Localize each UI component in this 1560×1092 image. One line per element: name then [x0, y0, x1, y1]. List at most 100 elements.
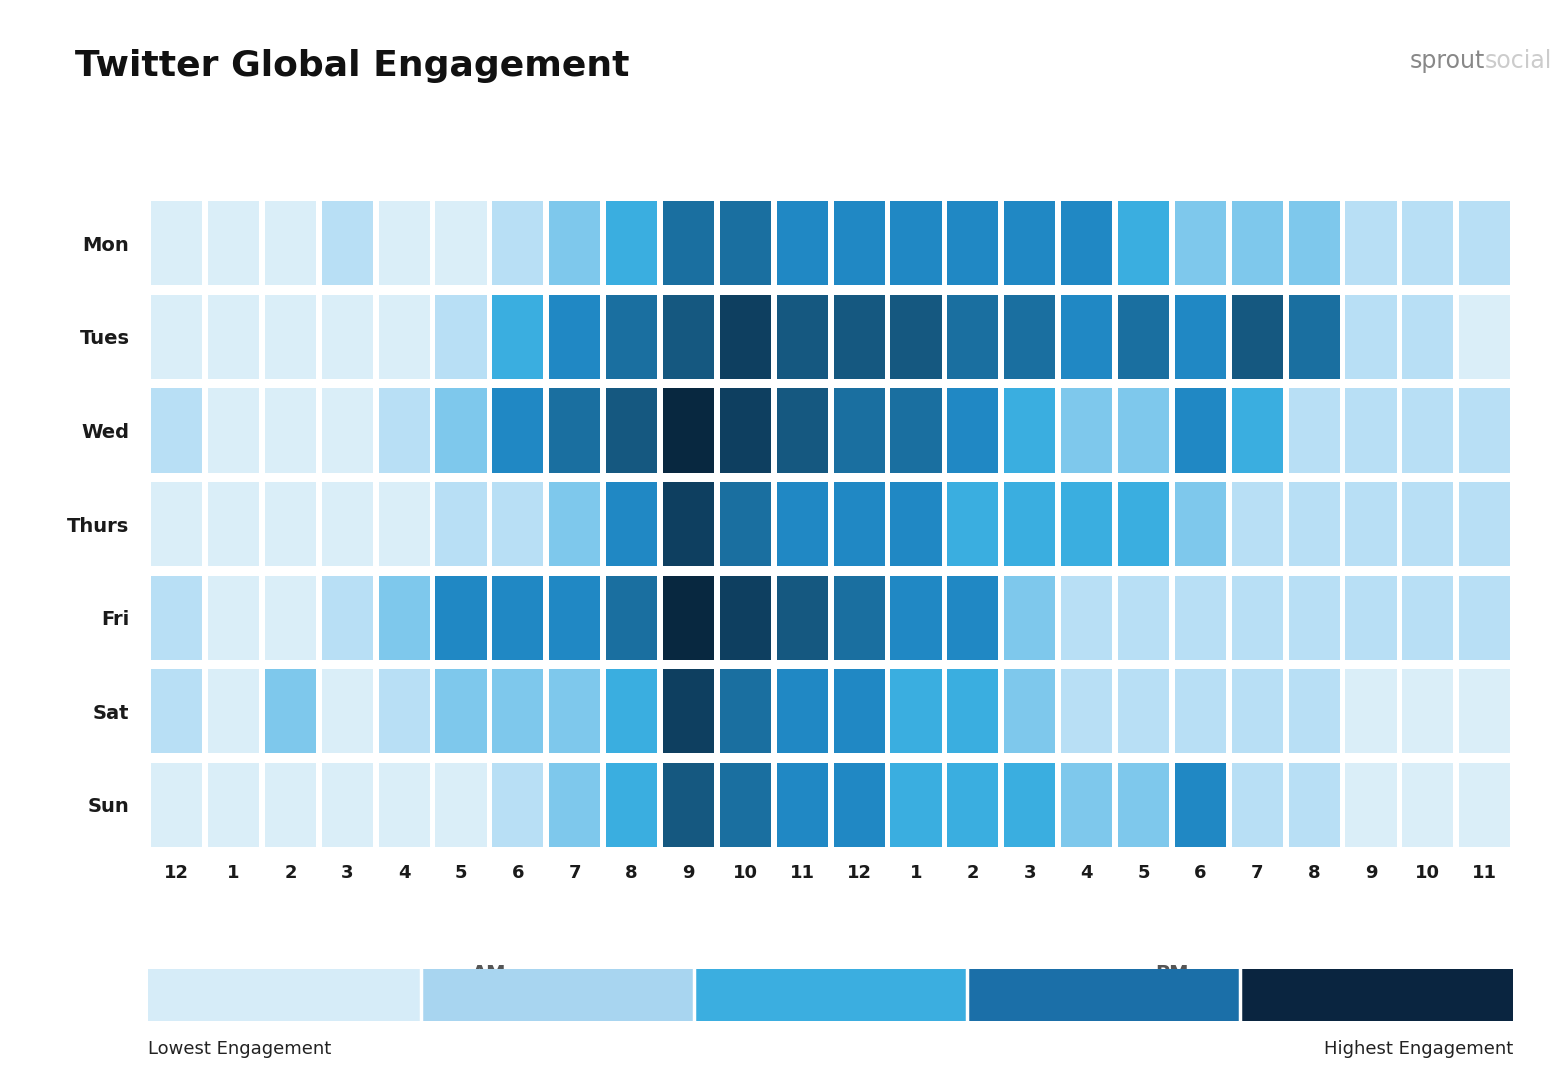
Bar	[777, 763, 828, 847]
Bar	[719, 295, 771, 379]
Bar	[151, 482, 203, 567]
Bar	[1119, 389, 1168, 473]
Bar	[321, 763, 373, 847]
Bar	[1402, 389, 1454, 473]
Bar	[1459, 763, 1510, 847]
Bar	[265, 201, 317, 285]
Bar	[379, 201, 429, 285]
Bar	[1005, 389, 1056, 473]
Bar	[947, 201, 998, 285]
Bar	[891, 482, 942, 567]
Bar	[777, 575, 828, 660]
Bar	[207, 482, 259, 567]
Bar	[1402, 763, 1454, 847]
Bar	[947, 295, 998, 379]
Bar	[1289, 295, 1340, 379]
Bar	[694, 969, 967, 1021]
Bar	[605, 669, 657, 753]
Bar	[1289, 201, 1340, 285]
Bar	[1119, 669, 1168, 753]
Bar	[833, 201, 885, 285]
Bar	[663, 201, 714, 285]
Bar	[1061, 482, 1112, 567]
Bar	[493, 295, 543, 379]
Bar	[1175, 389, 1226, 473]
Bar	[833, 389, 885, 473]
Bar	[421, 969, 694, 1021]
Bar	[549, 201, 601, 285]
Bar	[1345, 389, 1396, 473]
Bar	[891, 669, 942, 753]
Bar	[321, 295, 373, 379]
Bar	[891, 201, 942, 285]
Bar	[1232, 482, 1282, 567]
Bar	[1232, 763, 1282, 847]
Bar	[719, 201, 771, 285]
Bar	[1402, 201, 1454, 285]
Bar	[605, 575, 657, 660]
Bar	[265, 575, 317, 660]
Bar	[1232, 201, 1282, 285]
Bar	[719, 575, 771, 660]
Bar	[321, 389, 373, 473]
Bar	[947, 763, 998, 847]
Bar	[1345, 201, 1396, 285]
Bar	[1005, 482, 1056, 567]
Bar	[265, 295, 317, 379]
Bar	[1289, 575, 1340, 660]
Bar	[207, 295, 259, 379]
Bar	[663, 482, 714, 567]
Bar	[493, 201, 543, 285]
Text: Lowest Engagement: Lowest Engagement	[148, 1040, 331, 1057]
Bar	[148, 969, 421, 1021]
Bar	[549, 389, 601, 473]
Bar	[207, 389, 259, 473]
Text: sprout: sprout	[1410, 49, 1485, 73]
Bar	[435, 669, 487, 753]
Bar	[379, 295, 429, 379]
Bar	[207, 763, 259, 847]
Bar	[435, 575, 487, 660]
Text: social: social	[1485, 49, 1552, 73]
Bar	[321, 669, 373, 753]
Bar	[663, 763, 714, 847]
Bar	[1402, 295, 1454, 379]
Bar	[719, 763, 771, 847]
Bar	[549, 763, 601, 847]
Bar	[1175, 763, 1226, 847]
Bar	[1459, 389, 1510, 473]
Bar	[207, 669, 259, 753]
Bar	[379, 575, 429, 660]
Bar	[777, 482, 828, 567]
Bar	[891, 575, 942, 660]
Bar	[151, 669, 203, 753]
Bar	[663, 669, 714, 753]
Bar	[151, 763, 203, 847]
Bar	[1005, 295, 1056, 379]
Bar	[1005, 201, 1056, 285]
Bar	[435, 763, 487, 847]
Bar	[1232, 295, 1282, 379]
Bar	[967, 969, 1240, 1021]
Bar	[1119, 295, 1168, 379]
Bar	[833, 575, 885, 660]
Bar	[719, 389, 771, 473]
Bar	[435, 482, 487, 567]
Bar	[379, 482, 429, 567]
Text: PM: PM	[1156, 964, 1189, 983]
Bar	[1061, 763, 1112, 847]
Bar	[891, 389, 942, 473]
Bar	[947, 389, 998, 473]
Bar	[833, 763, 885, 847]
Bar	[891, 295, 942, 379]
Bar	[379, 763, 429, 847]
Bar	[947, 669, 998, 753]
Bar	[605, 201, 657, 285]
Bar	[493, 669, 543, 753]
Bar	[1402, 669, 1454, 753]
Bar	[549, 669, 601, 753]
Text: Highest Engagement: Highest Engagement	[1324, 1040, 1513, 1057]
Bar	[1175, 575, 1226, 660]
Bar	[777, 295, 828, 379]
Bar	[1345, 295, 1396, 379]
